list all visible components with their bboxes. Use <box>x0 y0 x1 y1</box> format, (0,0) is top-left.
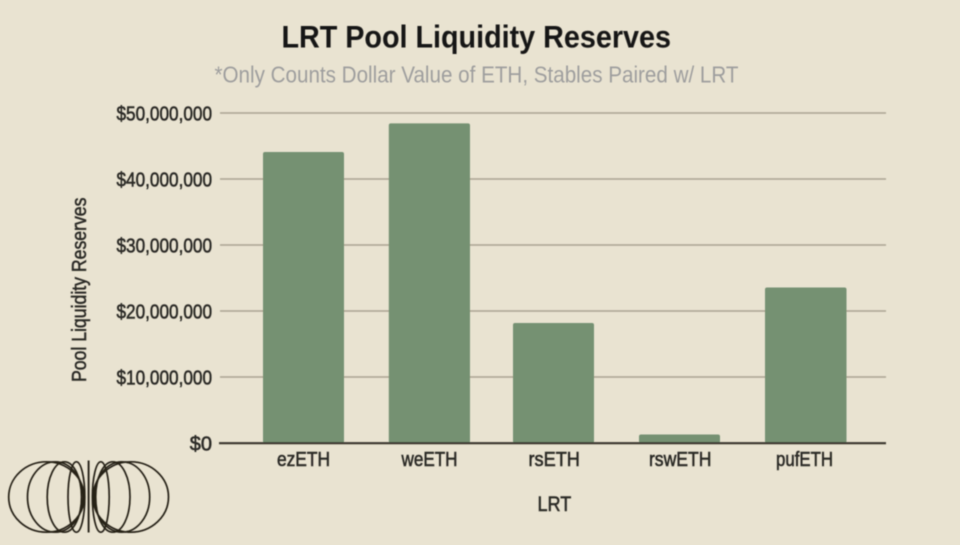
svg-text:ezETH: ezETH <box>277 449 330 471</box>
svg-text:pufETH: pufETH <box>776 449 833 471</box>
svg-text:LRT: LRT <box>538 493 572 516</box>
svg-text:weETH: weETH <box>401 449 458 471</box>
svg-text:$30,000,000: $30,000,000 <box>117 235 213 257</box>
svg-text:$10,000,000: $10,000,000 <box>117 367 213 389</box>
svg-text:*Only Counts Dollar Value of E: *Only Counts Dollar Value of ETH, Stable… <box>215 62 739 88</box>
svg-text:$50,000,000: $50,000,000 <box>117 103 213 125</box>
svg-text:$20,000,000: $20,000,000 <box>117 301 213 323</box>
svg-text:rswETH: rswETH <box>649 449 712 471</box>
svg-text:LRT Pool Liquidity Reserves: LRT Pool Liquidity Reserves <box>281 18 671 54</box>
svg-text:$0: $0 <box>190 434 212 456</box>
svg-text:Pool Liquidity Reserves: Pool Liquidity Reserves <box>69 198 91 382</box>
svg-text:$40,000,000: $40,000,000 <box>117 169 213 191</box>
svg-text:rsETH: rsETH <box>528 449 580 471</box>
